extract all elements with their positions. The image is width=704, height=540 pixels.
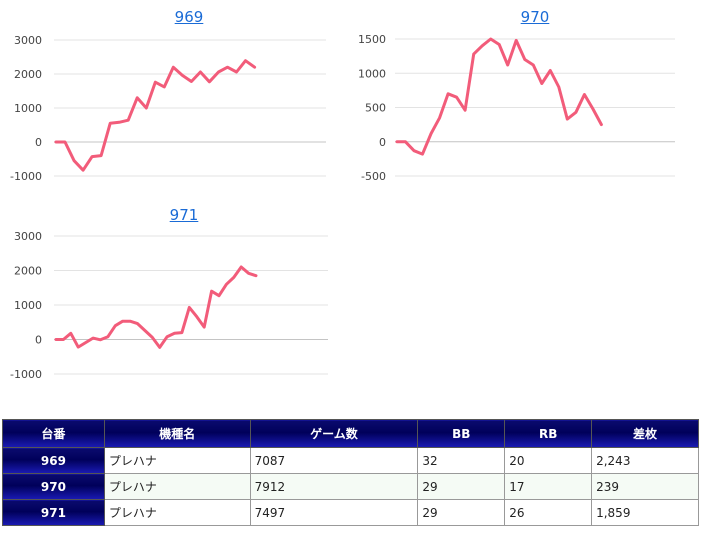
table-row: 970 プレハナ 7912 29 17 239 xyxy=(2,473,699,500)
table-row: 971 プレハナ 7497 29 26 1,859 xyxy=(2,499,699,526)
chart-969: 969 -1000 0 1000 2000 3000 xyxy=(0,8,330,188)
cell-difference: 1,859 xyxy=(591,499,699,526)
y-tick-label: -500 xyxy=(361,170,386,183)
chart-title-971[interactable]: 971 xyxy=(169,206,199,224)
cell-machine-number: 971 xyxy=(2,499,105,526)
y-tick-label: 3000 xyxy=(14,34,42,47)
cell-bb: 29 xyxy=(417,499,506,526)
header-bb: BB xyxy=(417,419,506,448)
cell-game-count: 7912 xyxy=(249,473,419,500)
y-tick-label: 0 xyxy=(379,136,386,149)
series-line xyxy=(395,37,603,156)
header-game-count: ゲーム数 xyxy=(249,419,419,448)
header-rb: RB xyxy=(504,419,593,448)
header-machine-number: 台番 xyxy=(2,419,105,448)
cell-machine-number: 969 xyxy=(2,447,105,474)
y-tick-label: 0 xyxy=(35,334,42,347)
y-tick-label: 1000 xyxy=(358,67,386,80)
chart-plot-969: -1000 0 1000 2000 3000 xyxy=(10,34,326,183)
cell-rb: 26 xyxy=(504,499,593,526)
cell-bb: 32 xyxy=(417,447,506,474)
y-tick-label: 2000 xyxy=(14,68,42,81)
chart-971: 971 -1000 0 1000 2000 3000 xyxy=(0,206,330,386)
cell-machine-number: 970 xyxy=(2,473,105,500)
y-tick-label: 0 xyxy=(35,136,42,149)
chart-title-970[interactable]: 970 xyxy=(520,8,550,26)
y-tick-label: 1500 xyxy=(358,33,386,46)
cell-machine-name: プレハナ xyxy=(103,447,251,474)
cell-machine-name: プレハナ xyxy=(103,499,251,526)
chart-plot-971: -1000 0 1000 2000 3000 xyxy=(10,230,328,381)
cell-difference: 2,243 xyxy=(591,447,699,474)
table-row: 969 プレハナ 7087 32 20 2,243 xyxy=(2,447,699,474)
cell-bb: 29 xyxy=(417,473,506,500)
chart-title-969[interactable]: 969 xyxy=(174,8,204,26)
chart-plot-970: -500 0 500 1000 1500 xyxy=(358,33,675,183)
cell-difference: 239 xyxy=(591,473,699,500)
header-machine-name: 機種名 xyxy=(103,419,251,448)
machine-data-table: 台番 機種名 ゲーム数 BB RB 差枚 969 プレハナ 7087 32 20… xyxy=(2,419,699,526)
cell-game-count: 7087 xyxy=(249,447,419,474)
y-tick-label: -1000 xyxy=(10,368,42,381)
cell-machine-name: プレハナ xyxy=(103,473,251,500)
series-line xyxy=(54,265,258,349)
cell-game-count: 7497 xyxy=(249,499,419,526)
y-tick-label: 2000 xyxy=(14,265,42,278)
cell-rb: 17 xyxy=(504,473,593,500)
header-difference: 差枚 xyxy=(591,419,699,448)
y-tick-label: -1000 xyxy=(10,170,42,183)
y-tick-label: 1000 xyxy=(14,299,42,312)
table-header-row: 台番 機種名 ゲーム数 BB RB 差枚 xyxy=(2,419,699,448)
cell-rb: 20 xyxy=(504,447,593,474)
y-tick-label: 500 xyxy=(365,102,386,115)
y-tick-label: 3000 xyxy=(14,230,42,243)
chart-970: 970 -500 0 500 1000 1500 xyxy=(350,8,680,188)
y-tick-label: 1000 xyxy=(14,102,42,115)
series-line xyxy=(54,59,257,172)
